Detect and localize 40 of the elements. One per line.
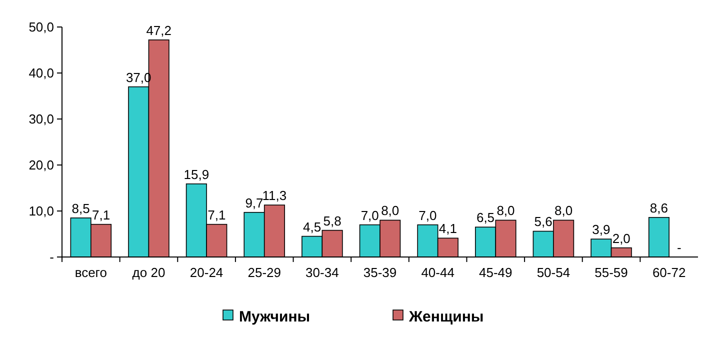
data-label: 7,1 bbox=[92, 207, 110, 222]
y-tick-label: 30,0 bbox=[28, 112, 54, 127]
x-tick-label: всего bbox=[74, 265, 108, 280]
data-label: 3,9 bbox=[592, 222, 610, 238]
data-label: 2,0 bbox=[612, 230, 630, 246]
x-tick-label: 30-34 bbox=[306, 265, 339, 280]
y-tick-label: 10,0 bbox=[28, 204, 54, 219]
x-tick-label: 55-59 bbox=[594, 265, 628, 280]
data-label: 5,6 bbox=[534, 214, 552, 230]
data-label: 8,5 bbox=[72, 200, 90, 216]
data-label: 15,9 bbox=[184, 166, 210, 182]
x-tick-label: 20-24 bbox=[190, 265, 224, 280]
data-label: 7,0 bbox=[360, 208, 379, 223]
x-tick-label: 40-44 bbox=[421, 265, 454, 280]
legend-label: Мужчины bbox=[239, 308, 310, 326]
x-tick-label: 60-72 bbox=[652, 265, 686, 280]
x-tick-label: до 20 bbox=[132, 265, 166, 280]
text: - bbox=[677, 240, 682, 255]
data-label: 4,5 bbox=[303, 219, 322, 234]
data-label: 8,6 bbox=[650, 200, 668, 216]
data-label: 4,1 bbox=[438, 221, 457, 236]
data-label: 47,2 bbox=[146, 22, 172, 38]
data-label: 8,0 bbox=[496, 203, 515, 218]
data-label: 8,0 bbox=[381, 203, 400, 218]
data-label: 7,1 bbox=[208, 207, 226, 222]
x-tick-label: 50-54 bbox=[536, 265, 570, 280]
x-tick-label: 45-49 bbox=[479, 265, 512, 280]
data-label: 8,0 bbox=[554, 203, 573, 218]
data-label: 9,7 bbox=[245, 195, 264, 210]
data-label: 7,0 bbox=[418, 208, 437, 223]
y-tick-label: 50,0 bbox=[28, 20, 54, 35]
data-label: 11,3 bbox=[262, 188, 287, 204]
x-tick-label: 35-39 bbox=[363, 265, 397, 280]
data-label: 5,8 bbox=[323, 213, 342, 228]
data-label: 6,5 bbox=[476, 210, 495, 226]
y-tick-label: 20,0 bbox=[28, 158, 54, 173]
y-tick-label: 40,0 bbox=[28, 66, 54, 81]
y-tick-label: - bbox=[50, 250, 54, 265]
x-tick-label: 25-29 bbox=[248, 265, 281, 280]
legend-label: Женщины bbox=[408, 308, 484, 326]
